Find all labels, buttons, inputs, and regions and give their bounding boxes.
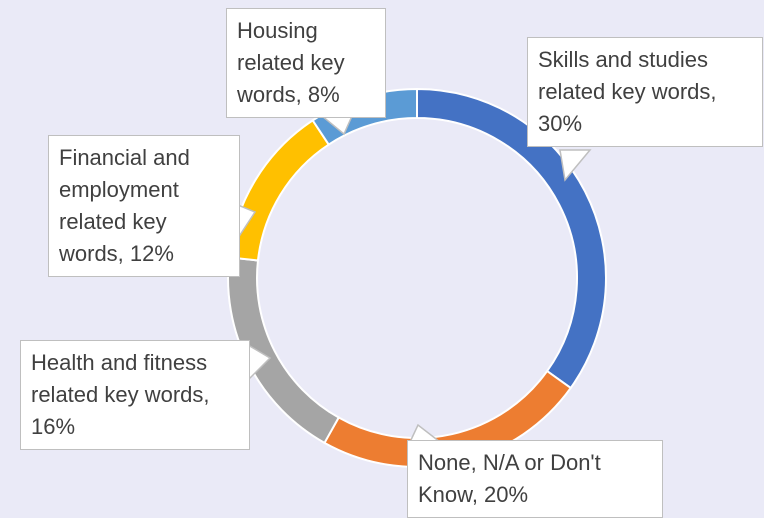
pointer — [559, 149, 592, 182]
label: Health and fitness related key words, 16… — [20, 340, 250, 450]
label: Financial and employment related key wor… — [48, 135, 240, 277]
label: None, N/A or Don't Know, 20% — [407, 440, 663, 518]
label: Housing related key words, 8% — [226, 8, 386, 118]
callout-pointers — [237, 115, 592, 443]
label: Skills and studies related key words, 30… — [527, 37, 763, 147]
slice — [228, 118, 331, 262]
